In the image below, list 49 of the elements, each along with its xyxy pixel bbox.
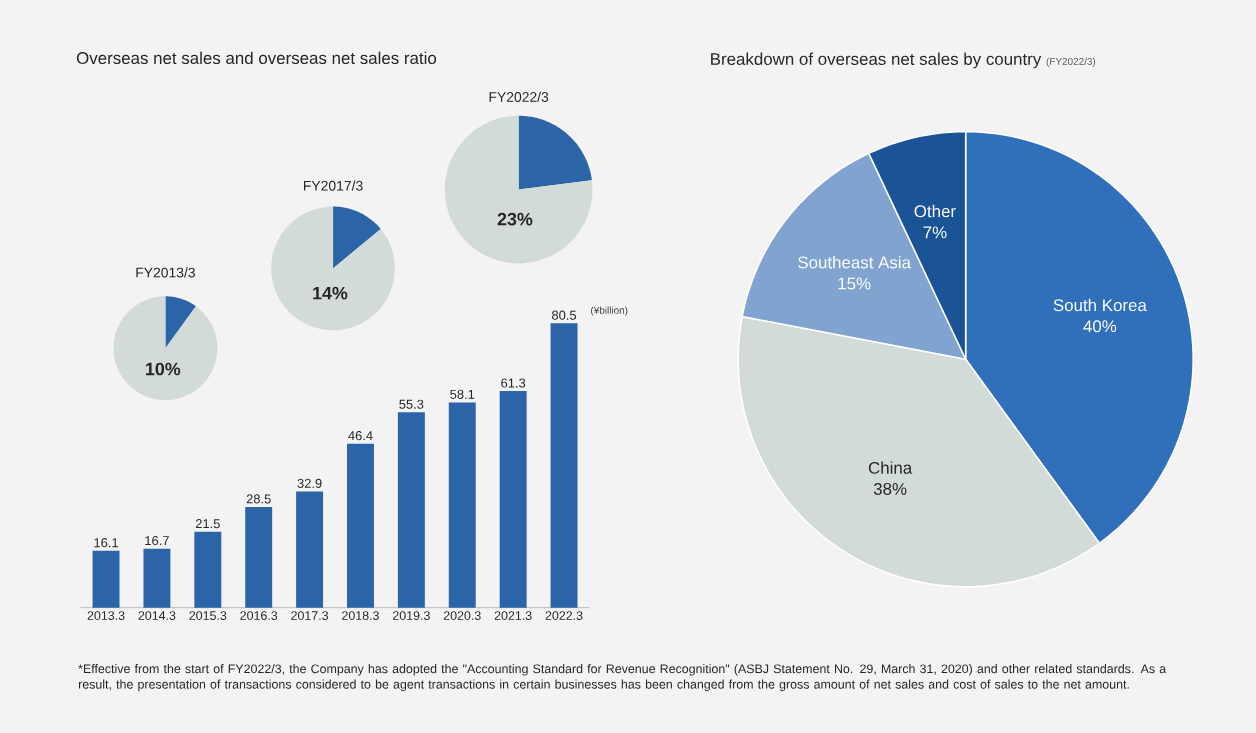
data-label: 32.9 — [297, 478, 322, 488]
bar — [397, 412, 425, 608]
text: (¥billion) — [591, 306, 628, 316]
chart-title: Breakdown of overseas net sales by country — [711, 52, 1042, 69]
chart-title: FY2013/3 — [136, 267, 195, 278]
chart-title: Overseas net sales and overseas net sales ratio — [76, 51, 437, 64]
annotation: 10% — [146, 362, 181, 376]
x-tick-label: 2017.3 — [291, 610, 329, 620]
data-label: 7% — [923, 226, 947, 239]
bar — [347, 443, 374, 608]
x-tick-label: 2015.3 — [189, 610, 227, 620]
data-label: 28.5 — [246, 494, 271, 504]
bar — [499, 390, 527, 608]
x-tick-label: 2016.3 — [240, 610, 278, 620]
data-label: 21.5 — [195, 518, 220, 528]
slice-label: China — [868, 461, 913, 474]
text: *Effective from the start of FY2022/3, the Company has adopted the "Accounting Standard for Revenue Recognition" (ASBJ Statement No. 29, March 31, 2020) and other related standards. As a result, the presentation of transactions considered to be agent transactions in certain businesses has been changed from the gross amount of net sales and cost of sales to the net amount. — [78, 663, 1167, 691]
x-tick-label: 2013.3 — [87, 610, 125, 620]
x-tick-label: 2014.3 — [138, 610, 176, 620]
text: 14% — [313, 286, 348, 300]
x-tick-label: 2022.3 — [545, 610, 583, 620]
bar — [245, 506, 273, 608]
slice-label: Other — [914, 204, 956, 218]
slice-label: South Korea — [1053, 298, 1147, 312]
x-tick-label: 2021.3 — [494, 610, 532, 620]
x-tick-label: 2020.3 — [443, 610, 481, 620]
chart-title: FY2022/3 — [489, 91, 549, 102]
data-label: 58.1 — [450, 389, 475, 399]
bar — [296, 491, 324, 608]
data-label: 61.3 — [501, 378, 526, 388]
data-label: 16.7 — [145, 535, 169, 545]
bar — [194, 531, 222, 608]
data-label: 38% — [873, 482, 907, 495]
data-label: 40% — [1083, 320, 1117, 333]
x-tick-label: 2019.3 — [392, 610, 430, 620]
bar — [550, 323, 578, 608]
bar — [92, 550, 120, 608]
text: 23% — [497, 212, 533, 226]
bar — [143, 548, 171, 608]
x-tick-label: 2018.3 — [342, 610, 379, 620]
chart-subtitle: (FY2022/3) — [1046, 57, 1096, 67]
data-label: 15% — [838, 277, 871, 290]
data-label: 55.3 — [399, 399, 424, 409]
data-label: 46.4 — [348, 430, 373, 441]
chart-title: FY2017/3 — [304, 180, 363, 191]
data-label: 16.1 — [94, 537, 118, 548]
bar — [448, 402, 476, 608]
data-label: 80.5 — [552, 310, 577, 320]
slice-label: Southeast Asia — [798, 255, 911, 269]
